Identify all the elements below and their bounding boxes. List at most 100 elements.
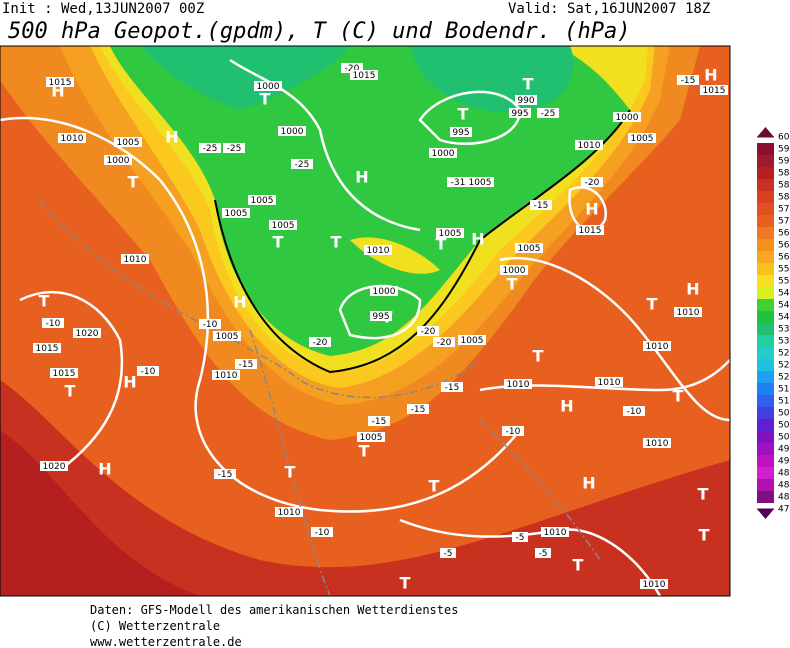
init-time: Init : Wed,13JUN2007 00Z	[2, 1, 204, 17]
colorbar-label: 480	[778, 493, 790, 503]
colorbar-label: 596	[778, 145, 790, 155]
label-box	[235, 359, 257, 369]
pressure-center: T	[698, 485, 709, 504]
contour-label: 1000	[107, 156, 130, 166]
colorbar-cell	[757, 347, 774, 359]
label-box	[640, 579, 668, 589]
label-box	[447, 177, 469, 187]
contour-label: 990	[517, 96, 534, 106]
label-box	[677, 75, 699, 85]
contour-label: -10	[506, 427, 521, 437]
pressure-center: H	[165, 128, 178, 147]
colorbar-cell	[757, 479, 774, 491]
contour-label: 1000	[281, 127, 304, 137]
label-box	[509, 108, 531, 118]
map-area	[0, 45, 731, 597]
label-box	[429, 148, 457, 158]
label-box	[613, 112, 641, 122]
label-box	[515, 95, 537, 105]
label-box	[222, 208, 250, 218]
label-box	[643, 341, 671, 351]
label-box	[628, 133, 656, 143]
label-box	[291, 159, 313, 169]
contour-label: 1010	[278, 508, 301, 518]
label-box	[137, 366, 159, 376]
colorbar-cell	[757, 143, 774, 155]
colorbar-cell	[757, 455, 774, 467]
label-box	[504, 379, 532, 389]
pressure-center: T	[331, 233, 342, 252]
colorbar-label: 504	[778, 421, 790, 431]
pressure-center: H	[98, 460, 111, 479]
label-box	[309, 337, 331, 347]
colorbar-label: 580	[778, 193, 790, 203]
pressure-center: H	[704, 66, 717, 85]
contour-label: 1005	[360, 433, 383, 443]
colorbar-cell	[757, 287, 774, 299]
contour-label: 1000	[432, 149, 455, 159]
contour-label: 1005	[461, 336, 484, 346]
colorbar-cell	[757, 227, 774, 239]
label-box	[212, 370, 240, 380]
contour-label: 1000	[257, 82, 280, 92]
label-box	[364, 245, 392, 255]
contour-label: 1010	[124, 255, 147, 265]
label-box	[311, 527, 333, 537]
contour-label: 1010	[677, 308, 700, 318]
colorbar-cell	[757, 467, 774, 479]
pressure-center: T	[39, 292, 50, 311]
contour-label: 1010	[646, 342, 669, 352]
colorbar-cell	[757, 203, 774, 215]
contour-label: -15	[681, 76, 696, 86]
contour-label: -31	[451, 178, 466, 188]
label-box	[433, 337, 455, 347]
contour-label: 1010	[643, 580, 666, 590]
footer-line: Daten: GFS-Modell des amerikanischen Wet…	[90, 603, 458, 617]
pressure-center: T	[359, 442, 370, 461]
label-box	[275, 507, 303, 517]
pressure-center: H	[585, 200, 598, 219]
contour-label: 1010	[578, 141, 601, 151]
colorbar-cap	[757, 509, 774, 519]
colorbar-label: 572	[778, 217, 790, 227]
label-box	[370, 286, 398, 296]
pressure-center: T	[699, 526, 710, 545]
contour-label: 1000	[373, 287, 396, 297]
label-box	[643, 438, 671, 448]
colorbar-label: 544	[778, 301, 790, 311]
label-box	[269, 220, 297, 230]
contour-label: 1015	[49, 78, 72, 88]
colorbar-label: 564	[778, 241, 790, 251]
contour-label: -15	[239, 360, 254, 370]
contour-label: -5	[539, 549, 548, 559]
label-box	[595, 377, 623, 387]
contour-label: 1010	[507, 380, 530, 390]
label-box	[357, 432, 385, 442]
colorbar-cell	[757, 335, 774, 347]
label-box	[458, 335, 486, 345]
colorbar-label: 540	[778, 313, 790, 323]
pressure-center: H	[123, 373, 136, 392]
colorbar-label: 548	[778, 289, 790, 299]
contour-label: 1005	[225, 209, 248, 219]
contour-label: 995	[452, 128, 469, 138]
pressure-center: H	[582, 474, 595, 493]
label-box	[42, 318, 64, 328]
colorbar-cell	[757, 167, 774, 179]
label-box	[576, 225, 604, 235]
contour-label: 1005	[117, 138, 140, 148]
colorbar-label: 476	[778, 505, 790, 515]
colorbar-cell	[757, 383, 774, 395]
label-box	[581, 177, 603, 187]
colorbar-label: 592	[778, 157, 790, 167]
colorbar-cell	[757, 431, 774, 443]
colorbar-label: 488	[778, 469, 790, 479]
pressure-center: T	[285, 463, 296, 482]
label-box	[254, 81, 282, 91]
contour-label: 1005	[439, 229, 462, 239]
colorbar-cell	[757, 136, 774, 138]
contour-label: -20	[585, 178, 600, 188]
contour-label: 1000	[616, 113, 639, 123]
label-box	[40, 461, 68, 471]
colorbar-label: 568	[778, 229, 790, 239]
